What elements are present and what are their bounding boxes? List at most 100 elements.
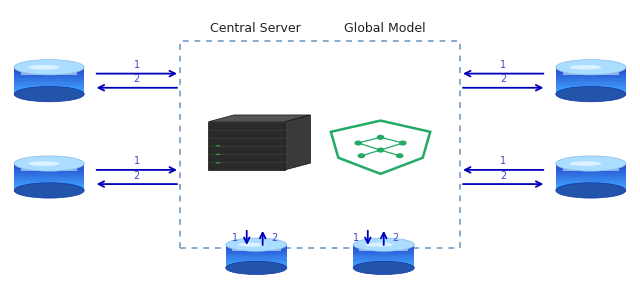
Polygon shape — [556, 165, 626, 166]
Polygon shape — [556, 85, 626, 86]
Polygon shape — [556, 188, 626, 189]
Polygon shape — [14, 165, 84, 166]
Ellipse shape — [556, 59, 626, 75]
Polygon shape — [563, 168, 619, 171]
Polygon shape — [14, 180, 84, 181]
Polygon shape — [14, 170, 84, 172]
Polygon shape — [556, 186, 626, 188]
Polygon shape — [14, 169, 84, 170]
Polygon shape — [226, 263, 287, 265]
Ellipse shape — [238, 243, 266, 247]
Polygon shape — [14, 168, 84, 169]
Polygon shape — [14, 89, 84, 90]
Polygon shape — [353, 256, 414, 257]
Polygon shape — [226, 246, 287, 247]
Polygon shape — [14, 176, 84, 177]
Polygon shape — [14, 188, 84, 189]
Polygon shape — [14, 174, 84, 176]
Ellipse shape — [14, 156, 84, 171]
Ellipse shape — [570, 161, 602, 166]
Polygon shape — [556, 184, 626, 185]
Polygon shape — [14, 166, 84, 168]
Polygon shape — [556, 189, 626, 190]
Polygon shape — [556, 77, 626, 78]
Polygon shape — [556, 168, 626, 169]
Polygon shape — [556, 73, 626, 74]
Polygon shape — [14, 69, 84, 70]
Polygon shape — [209, 122, 285, 170]
Ellipse shape — [353, 238, 414, 251]
Polygon shape — [226, 265, 287, 266]
Polygon shape — [556, 71, 626, 73]
Polygon shape — [353, 251, 414, 252]
Polygon shape — [556, 79, 626, 81]
Polygon shape — [556, 81, 626, 82]
Ellipse shape — [377, 148, 385, 153]
Polygon shape — [556, 166, 626, 168]
Polygon shape — [353, 262, 414, 263]
Polygon shape — [353, 266, 414, 267]
Text: 2: 2 — [271, 233, 277, 243]
Polygon shape — [226, 262, 287, 263]
Polygon shape — [226, 247, 287, 248]
Polygon shape — [14, 90, 84, 92]
Polygon shape — [556, 178, 626, 180]
Text: 2: 2 — [134, 74, 140, 84]
Polygon shape — [353, 246, 414, 247]
Polygon shape — [226, 251, 287, 252]
Text: 2: 2 — [392, 233, 398, 243]
Polygon shape — [353, 247, 414, 248]
Text: 1: 1 — [353, 233, 360, 243]
Polygon shape — [14, 181, 84, 182]
Polygon shape — [353, 252, 414, 253]
Polygon shape — [556, 170, 626, 172]
Polygon shape — [226, 261, 287, 262]
Polygon shape — [556, 164, 626, 165]
Polygon shape — [14, 67, 84, 69]
Ellipse shape — [358, 153, 365, 158]
Polygon shape — [563, 72, 619, 75]
Ellipse shape — [556, 183, 626, 198]
Polygon shape — [556, 75, 626, 77]
Polygon shape — [14, 77, 84, 78]
Polygon shape — [14, 178, 84, 180]
Polygon shape — [556, 78, 626, 79]
Polygon shape — [226, 252, 287, 253]
Polygon shape — [226, 245, 287, 268]
Polygon shape — [556, 180, 626, 181]
Polygon shape — [353, 260, 414, 261]
Polygon shape — [14, 164, 84, 165]
Polygon shape — [226, 260, 287, 261]
Polygon shape — [353, 254, 414, 255]
Polygon shape — [556, 164, 626, 190]
Polygon shape — [353, 261, 414, 262]
Polygon shape — [556, 172, 626, 173]
Ellipse shape — [14, 183, 84, 198]
Polygon shape — [226, 253, 287, 254]
Text: 1: 1 — [500, 60, 506, 70]
Polygon shape — [556, 174, 626, 176]
Polygon shape — [556, 69, 626, 70]
Polygon shape — [556, 90, 626, 92]
Text: Global Model: Global Model — [344, 22, 426, 35]
Polygon shape — [14, 182, 84, 184]
Ellipse shape — [216, 145, 221, 146]
Text: 2: 2 — [500, 74, 506, 84]
Polygon shape — [14, 189, 84, 190]
Polygon shape — [353, 267, 414, 268]
Ellipse shape — [14, 86, 84, 102]
Polygon shape — [353, 249, 414, 251]
Ellipse shape — [216, 154, 221, 155]
Polygon shape — [556, 70, 626, 71]
Polygon shape — [14, 81, 84, 82]
Polygon shape — [556, 89, 626, 90]
Polygon shape — [14, 88, 84, 89]
Polygon shape — [285, 115, 310, 170]
Text: 1: 1 — [134, 60, 140, 70]
Polygon shape — [21, 168, 77, 171]
Polygon shape — [14, 73, 84, 74]
Polygon shape — [14, 86, 84, 88]
Polygon shape — [353, 245, 414, 246]
Polygon shape — [14, 75, 84, 77]
Ellipse shape — [355, 140, 362, 146]
